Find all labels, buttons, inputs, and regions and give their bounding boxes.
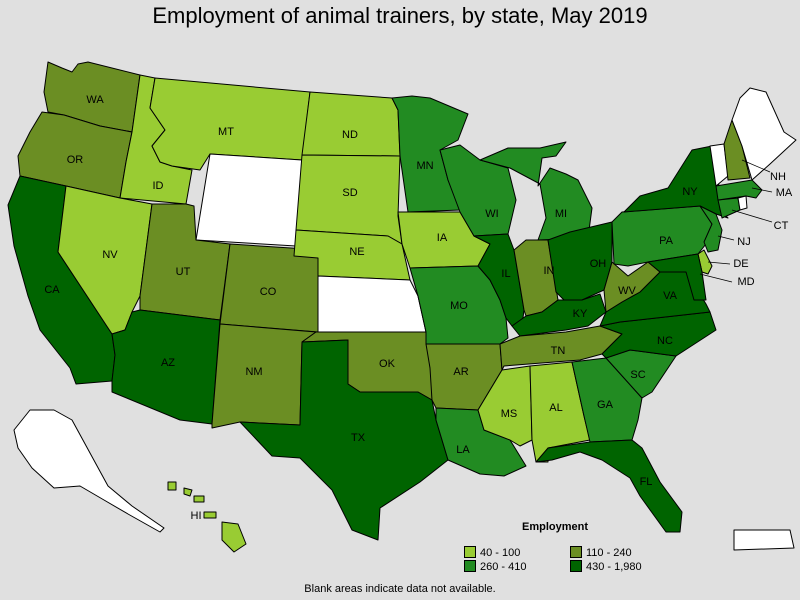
state-label-or: OR	[67, 154, 84, 166]
states-layer	[7, 61, 797, 553]
legend-swatch	[570, 546, 582, 558]
state-label-ga: GA	[597, 399, 614, 411]
state-kentucky	[511, 293, 607, 337]
state-label-al: AL	[549, 402, 562, 414]
state-label-az: AZ	[161, 357, 175, 369]
state-texas	[239, 339, 449, 541]
state-puerto-rico	[733, 529, 795, 551]
state-connecticut	[717, 197, 741, 219]
state-wyoming	[195, 153, 303, 247]
state-label-de: DE	[733, 258, 748, 270]
state-hawaii-part-3	[193, 495, 205, 503]
legend-swatch	[464, 560, 476, 572]
callout-line-nj	[717, 235, 735, 241]
state-label-ut: UT	[176, 266, 191, 278]
state-label-mi: MI	[555, 208, 567, 220]
legend-title: Employment	[522, 521, 589, 533]
state-label-ma: MA	[776, 187, 793, 199]
state-kansas	[317, 275, 427, 333]
callout-line-ct	[731, 209, 773, 223]
state-hawaii-part-2	[203, 511, 217, 519]
state-label-wi: WI	[485, 208, 498, 220]
state-label-ny: NY	[682, 186, 698, 198]
legend-label: 110 - 240	[586, 547, 632, 559]
state-label-hi: HI	[191, 510, 202, 522]
state-label-ne: NE	[349, 246, 364, 258]
state-hawaii-part-4	[183, 487, 193, 497]
state-label-ct: CT	[774, 220, 789, 232]
state-label-ky: KY	[573, 308, 588, 320]
callout-line-md	[699, 273, 733, 283]
state-label-nv: NV	[102, 249, 118, 261]
state-label-ca: CA	[44, 284, 60, 296]
state-label-nh: NH	[770, 171, 786, 183]
state-label-wa: WA	[86, 94, 104, 106]
legend-item-430-1980: 430 - 1,980	[570, 560, 642, 574]
legend: Employment 40 - 100 110 - 240 260 - 410 …	[464, 520, 684, 576]
state-label-oh: OH	[590, 258, 607, 270]
state-label-mo: MO	[450, 300, 468, 312]
state-maryland	[647, 253, 707, 301]
state-hawaii-part-1	[221, 521, 247, 553]
state-label-in: IN	[544, 265, 555, 277]
legend-item-260-410: 260 - 410	[464, 560, 526, 574]
state-label-sd: SD	[342, 187, 357, 199]
state-new-jersey	[699, 205, 723, 253]
state-label-la: LA	[456, 444, 470, 456]
state-hawaii-part-5	[167, 481, 177, 491]
callout-line-ma	[751, 187, 773, 193]
state-north-dakota	[301, 91, 401, 157]
state-label-mt: MT	[218, 126, 234, 138]
state-label-md: MD	[737, 276, 754, 288]
state-label-fl: FL	[640, 476, 653, 488]
state-label-ok: OK	[379, 358, 396, 370]
state-rhode-island	[737, 195, 748, 211]
legend-swatch	[464, 546, 476, 558]
callout-line-nh	[741, 159, 771, 173]
state-label-ia: IA	[437, 232, 448, 244]
state-label-pa: PA	[659, 235, 674, 247]
state-label-mn: MN	[416, 160, 433, 172]
state-label-sc: SC	[630, 369, 645, 381]
state-label-wv: WV	[618, 285, 636, 297]
state-massachusetts	[715, 179, 763, 201]
legend-label: 430 - 1,980	[586, 561, 642, 573]
state-label-tn: TN	[551, 345, 566, 357]
state-label-ar: AR	[453, 366, 468, 378]
state-labels: WA OR CA ID NV MT UT AZ CO NM ND SD NE OK TX MN IA MO AR LA…	[44, 94, 793, 522]
state-alaska	[13, 409, 165, 533]
state-label-nc: NC	[657, 335, 673, 347]
state-florida	[535, 439, 683, 533]
map-title: Employment of animal trainers, by state,…	[152, 3, 648, 28]
legend-label: 40 - 100	[480, 547, 521, 559]
state-label-co: CO	[260, 286, 277, 298]
state-label-va: VA	[663, 290, 678, 302]
state-wisconsin	[439, 144, 517, 237]
legend-label: 260 - 410	[480, 561, 527, 573]
legend-swatch	[570, 560, 582, 572]
state-label-il: IL	[501, 268, 510, 280]
label-callouts	[699, 159, 773, 283]
state-illinois	[473, 233, 525, 327]
state-label-nd: ND	[342, 129, 358, 141]
state-mississippi	[477, 365, 533, 447]
legend-item-110-240: 110 - 240	[570, 546, 632, 560]
footnote: Blank areas indicate data not available.	[304, 583, 496, 595]
state-michigan	[479, 141, 593, 241]
state-label-nm: NM	[245, 366, 262, 378]
state-maine	[731, 87, 797, 181]
state-label-nj: NJ	[737, 236, 750, 248]
state-label-id: ID	[153, 180, 164, 192]
state-label-ms: MS	[501, 408, 518, 420]
state-label-tx: TX	[351, 432, 366, 444]
callout-line-de	[707, 261, 731, 265]
legend-item-40-100: 40 - 100	[464, 546, 520, 560]
